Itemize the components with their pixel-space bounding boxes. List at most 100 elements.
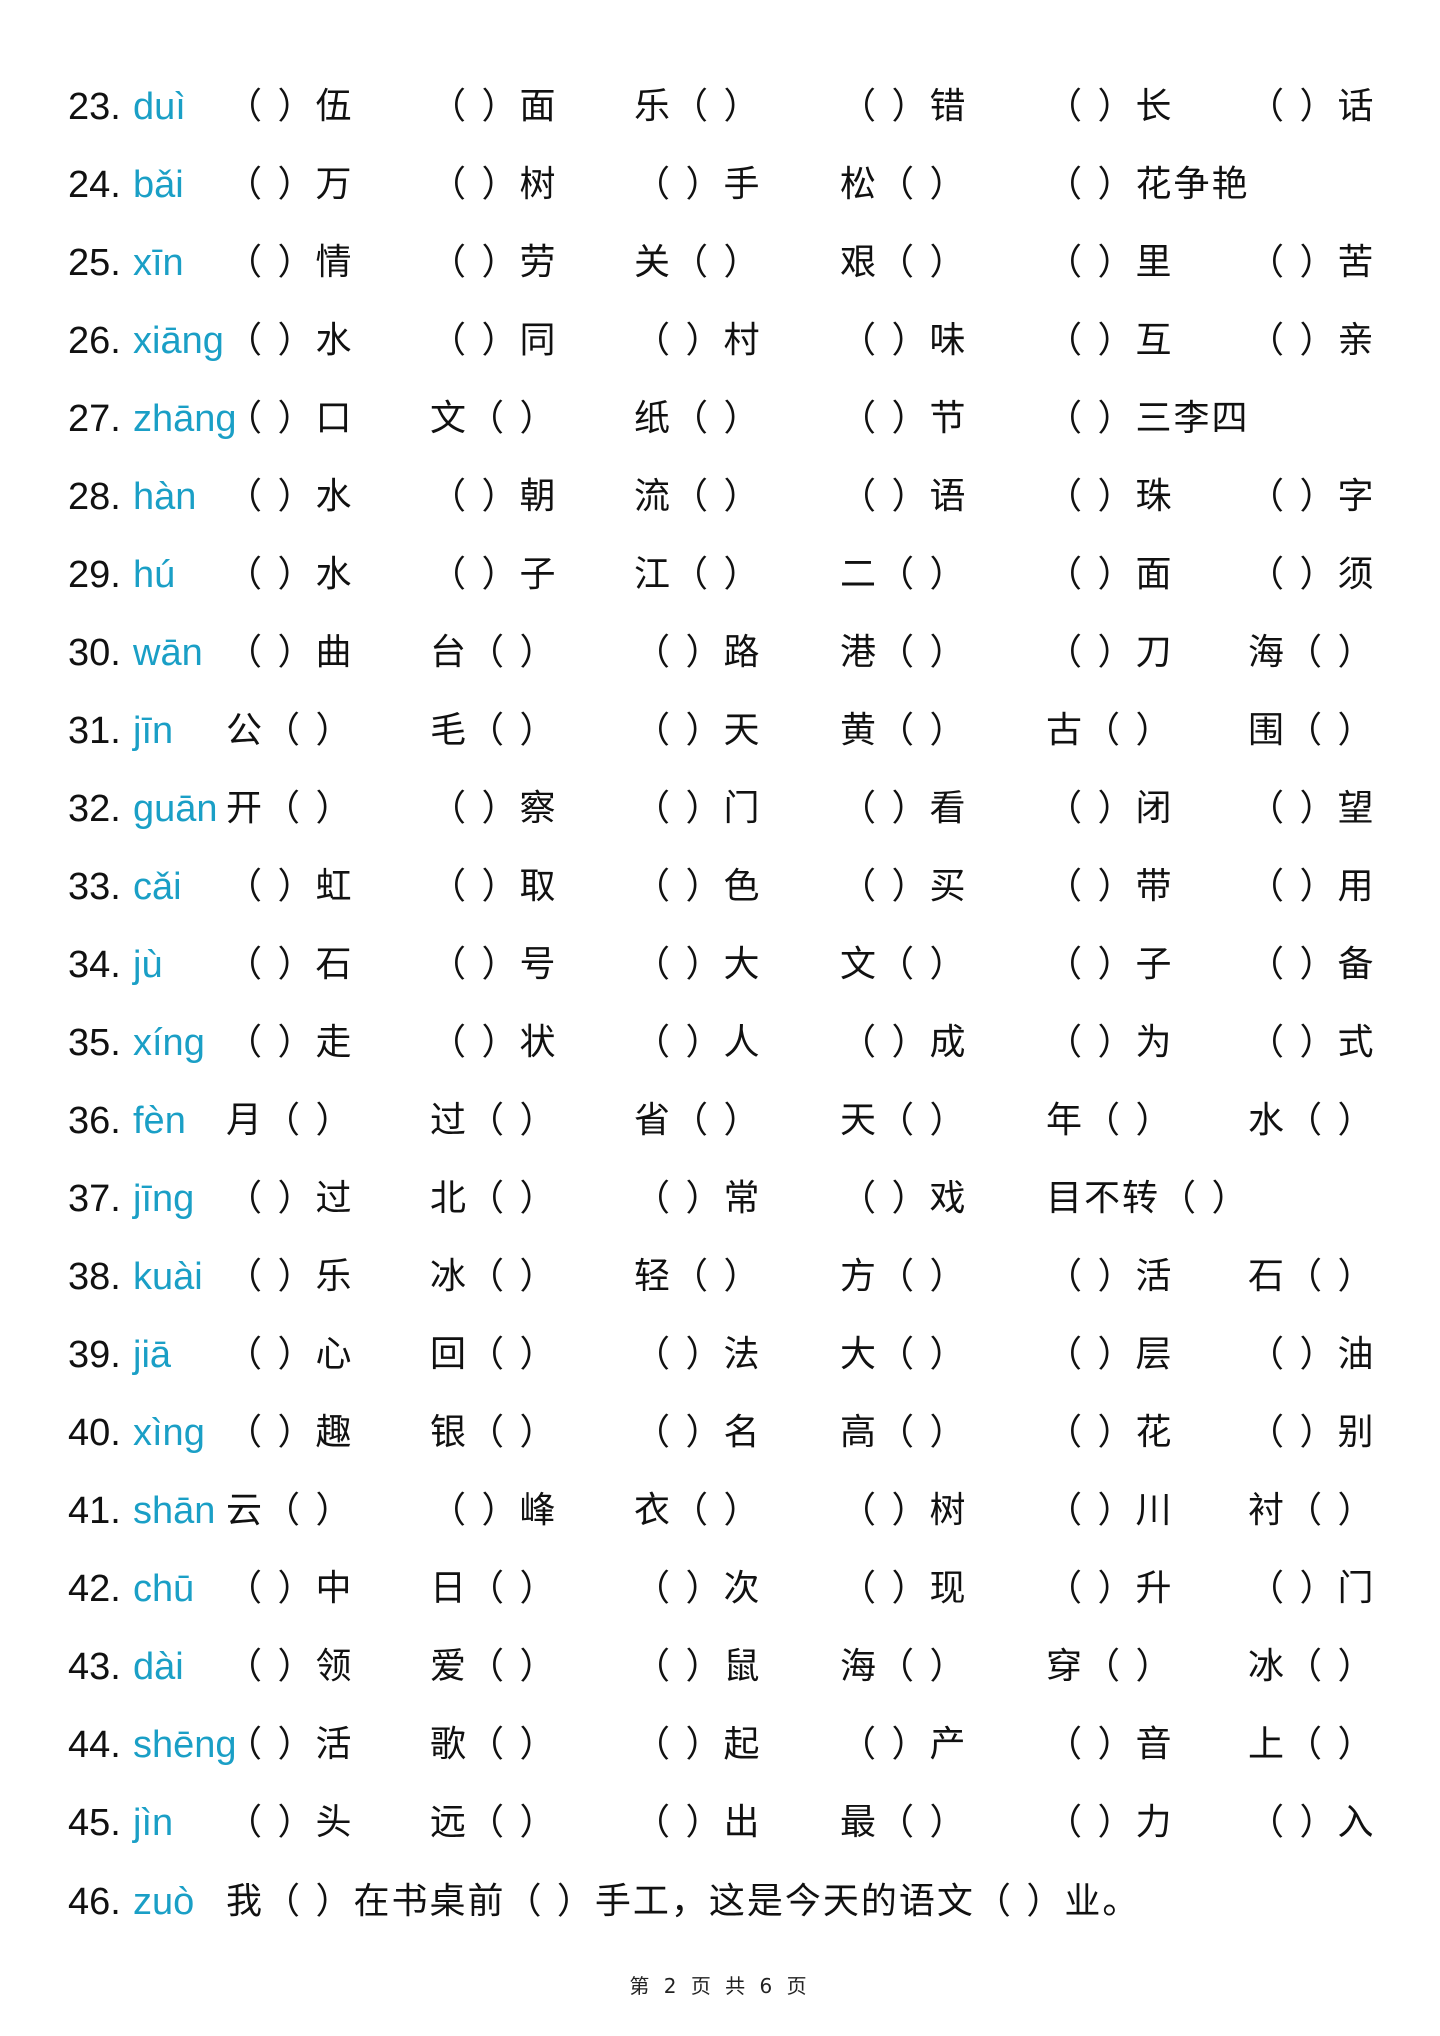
item-number: 39. [68, 1334, 121, 1376]
fill-blank-word: 日（ ） [430, 1568, 558, 1609]
fill-blank-word: （ ）花 [1046, 1412, 1174, 1453]
fill-blank-word: （ ）苦 [1248, 242, 1376, 283]
fill-blank-word: （ ）闭 [1046, 788, 1174, 829]
item-number: 31. [68, 710, 121, 752]
fill-in-sentence: 我（ ）在书桌前（ ）手工，这是今天的语文（ ）业。 [226, 1881, 1141, 1922]
fill-blank-word: 海（ ） [840, 1646, 968, 1687]
fill-blank-word: （ ）常 [634, 1178, 762, 1219]
fill-blank-word: 爱（ ） [430, 1646, 558, 1687]
exercise-row: 43. dài （ ）领 爱（ ） （ ）鼠 海（ ） 穿（ ） 冰（ ） [0, 1637, 1440, 1697]
fill-blank-word: （ ）状 [430, 1022, 558, 1063]
fill-blank-word: 银（ ） [430, 1412, 558, 1453]
exercise-row: 35. xíng （ ）走 （ ）状 （ ）人 （ ）成 （ ）为 （ ）式 [0, 1013, 1440, 1073]
item-pinyin: zuò [133, 1881, 195, 1923]
item-pinyin: jù [133, 944, 163, 986]
fill-blank-word: （ ）峰 [430, 1490, 558, 1531]
fill-blank-word: 方（ ） [840, 1256, 968, 1297]
fill-blank-word: 天（ ） [840, 1100, 968, 1141]
fill-blank-word: 省（ ） [634, 1100, 762, 1141]
fill-blank-word: （ ）水 [226, 554, 354, 595]
fill-blank-word: （ ）头 [226, 1802, 354, 1843]
item-number: 33. [68, 866, 121, 908]
exercise-row: 44. shēng （ ）活 歌（ ） （ ）起 （ ）产 （ ）音 上（ ） [0, 1715, 1440, 1775]
fill-blank-word: 港（ ） [840, 632, 968, 673]
item-number: 32. [68, 788, 121, 830]
fill-blank-word: （ ）口 [226, 398, 354, 439]
item-number: 35. [68, 1022, 121, 1064]
exercise-row: 32. guān 开（ ） （ ）察 （ ）门 （ ）看 （ ）闭 （ ）望 [0, 779, 1440, 839]
fill-blank-word: （ ）情 [226, 242, 354, 283]
item-number: 29. [68, 554, 121, 596]
item-pinyin: kuài [133, 1256, 203, 1298]
item-pinyin: fèn [133, 1100, 186, 1142]
fill-blank-word: （ ）互 [1046, 320, 1174, 361]
fill-blank-word: 流（ ） [634, 476, 762, 517]
fill-blank-word: 冰（ ） [1248, 1646, 1376, 1687]
item-pinyin: zhāng [133, 398, 237, 440]
fill-blank-word: （ ）别 [1248, 1412, 1376, 1453]
fill-blank-word: 轻（ ） [634, 1256, 762, 1297]
fill-blank-word: （ ）成 [840, 1022, 968, 1063]
fill-blank-word: （ ）路 [634, 632, 762, 673]
fill-blank-word: （ ）亲 [1248, 320, 1376, 361]
fill-blank-word: （ ）门 [1248, 1568, 1376, 1609]
fill-blank-word: （ ）中 [226, 1568, 354, 1609]
item-number: 36. [68, 1100, 121, 1142]
fill-blank-word: （ ）珠 [1046, 476, 1174, 517]
item-number: 25. [68, 242, 121, 284]
fill-blank-word: 上（ ） [1248, 1724, 1376, 1765]
item-pinyin: hàn [133, 476, 197, 518]
fill-blank-word: 公（ ） [226, 710, 354, 751]
fill-blank-word: （ ）出 [634, 1802, 762, 1843]
item-pinyin: hú [133, 554, 176, 596]
fill-blank-word: （ ）水 [226, 320, 354, 361]
fill-blank-word: 大（ ） [840, 1334, 968, 1375]
fill-blank-word: 文（ ） [840, 944, 968, 985]
item-number: 43. [68, 1646, 121, 1688]
fill-blank-word: （ ）节 [840, 398, 968, 439]
fill-blank-word: 关（ ） [634, 242, 762, 283]
fill-blank-word: 远（ ） [430, 1802, 558, 1843]
exercise-row: 37. jīng （ ）过 北（ ） （ ）常 （ ）戏 目不转（ ） [0, 1169, 1440, 1229]
fill-blank-word: 纸（ ） [634, 398, 762, 439]
exercise-row: 45. jìn （ ）头 远（ ） （ ）出 最（ ） （ ）力 （ ）入 [0, 1793, 1440, 1853]
fill-blank-word: （ ）川 [1046, 1490, 1174, 1531]
exercise-row: 39. jiā （ ）心 回（ ） （ ）法 大（ ） （ ）层 （ ）油 [0, 1325, 1440, 1385]
fill-blank-word: （ ）话 [1248, 86, 1376, 127]
fill-blank-word: （ ）里 [1046, 242, 1174, 283]
fill-blank-word: 高（ ） [840, 1412, 968, 1453]
fill-blank-word: （ ）同 [430, 320, 558, 361]
fill-blank-word: （ ）门 [634, 788, 762, 829]
item-number: 38. [68, 1256, 121, 1298]
fill-blank-word: （ ）察 [430, 788, 558, 829]
item-number: 40. [68, 1412, 121, 1454]
item-pinyin: guān [133, 788, 218, 830]
fill-blank-word: （ ）趣 [226, 1412, 354, 1453]
fill-blank-word: （ ）朝 [430, 476, 558, 517]
fill-blank-word: （ ）音 [1046, 1724, 1174, 1765]
item-number: 30. [68, 632, 121, 674]
fill-blank-word: （ ）看 [840, 788, 968, 829]
fill-blank-word: 最（ ） [840, 1802, 968, 1843]
fill-blank-word: （ ）号 [430, 944, 558, 985]
exercise-row-46: 46. zuò 我（ ）在书桌前（ ）手工，这是今天的语文（ ）业。 [0, 1872, 1440, 1932]
item-pinyin: chū [133, 1568, 195, 1610]
fill-blank-word: （ ）字 [1248, 476, 1376, 517]
item-pinyin: wān [133, 632, 203, 674]
item-number: 23. [68, 86, 121, 128]
exercise-row: 33. cǎi （ ）虹 （ ）取 （ ）色 （ ）买 （ ）带 （ ）用 [0, 857, 1440, 917]
page-footer: 第 2 页 共 6 页 [629, 1974, 811, 1998]
fill-blank-word: （ ）子 [430, 554, 558, 595]
exercise-row: 41. shān 云（ ） （ ）峰 衣（ ） （ ）树 （ ）川 衬（ ） [0, 1481, 1440, 1541]
fill-blank-word: （ ）层 [1046, 1334, 1174, 1375]
fill-blank-word: 毛（ ） [430, 710, 558, 751]
fill-blank-word: （ ）人 [634, 1022, 762, 1063]
fill-blank-word: 衬（ ） [1248, 1490, 1376, 1531]
fill-blank-word: 石（ ） [1248, 1256, 1376, 1297]
item-pinyin: xiāng [133, 320, 224, 362]
fill-blank-word: （ ）村 [634, 320, 762, 361]
fill-blank-word: （ ）活 [226, 1724, 354, 1765]
fill-blank-word: （ ）手 [634, 164, 762, 205]
fill-blank-word: 北（ ） [430, 1178, 558, 1219]
item-number: 37. [68, 1178, 121, 1220]
